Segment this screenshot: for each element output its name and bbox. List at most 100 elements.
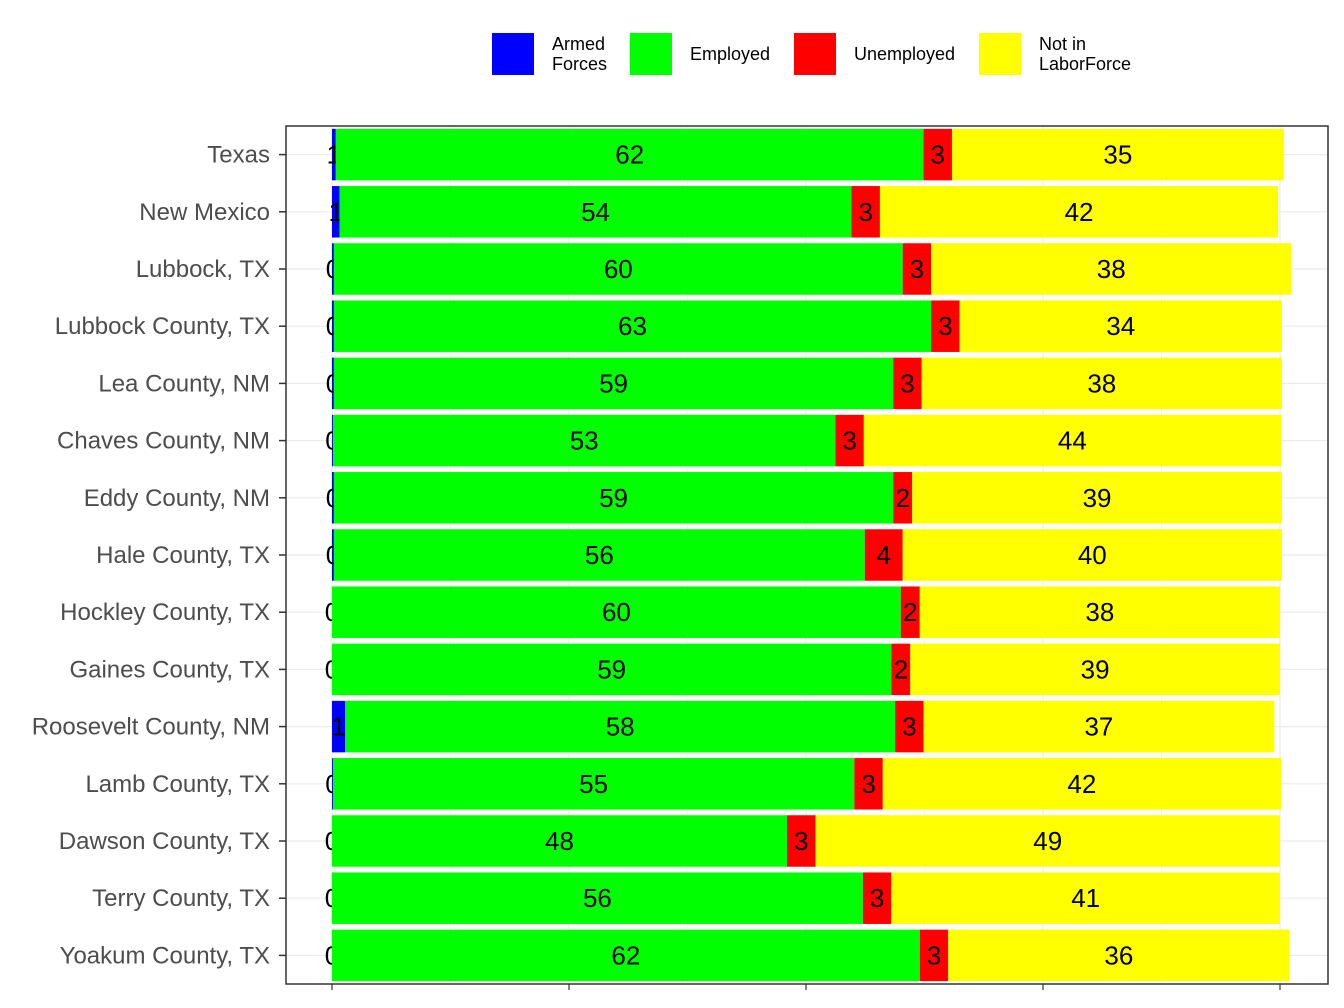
bar-segment-employed (332, 929, 920, 982)
y-tick-label: Eddy County, NM (84, 485, 270, 512)
data-label-not-in-laborforce: 35 (1103, 140, 1132, 170)
data-label-employed: 59 (599, 368, 628, 398)
bar-segment-armed-forces (332, 300, 334, 352)
bar-row-terry-county-tx: 056341 (325, 872, 1280, 924)
data-label-employed: 62 (615, 140, 644, 170)
legend-key (794, 33, 836, 75)
data-label-employed: 63 (618, 311, 647, 341)
data-label-not-in-laborforce: 36 (1104, 940, 1133, 970)
data-label-unemployed: 3 (842, 426, 856, 456)
data-label-unemployed: 3 (861, 769, 875, 799)
bar-segment-employed (333, 472, 894, 524)
bar-segment-not-in-laborforce (879, 186, 1279, 238)
bar-segment-unemployed (787, 815, 816, 867)
y-tick-label: Gaines County, TX (69, 656, 270, 683)
bar-segment-employed (332, 815, 788, 867)
bar-segment-not-in-laborforce (931, 243, 1292, 295)
bar-segment-not-in-laborforce (910, 643, 1280, 696)
bars: 1 62 3 351 54 3 420 60 3 380 63 3 340 59 3 380 53 3 440 59 2… (325, 128, 1292, 982)
bar-segment-not-in-laborforce (951, 128, 1284, 181)
data-label-unemployed: 2 (894, 654, 908, 684)
bar-segment-unemployed (931, 300, 960, 352)
bar-row-eddy-county-nm: 0 59 2 39 (326, 472, 1282, 524)
data-label-not-in-laborforce: 38 (1085, 597, 1114, 627)
bar-segment-unemployed (902, 243, 932, 295)
data-label-unemployed: 3 (858, 197, 872, 227)
bar-segment-armed-forces (332, 472, 334, 524)
bar-segment-unemployed (900, 586, 920, 638)
data-label-unemployed: 3 (794, 826, 808, 856)
bar-segment-armed-forces (332, 529, 334, 581)
data-label-not-in-laborforce: 40 (1078, 540, 1107, 570)
bar-row-chaves-county-nm: 0 53 3 44 (325, 414, 1281, 467)
data-label-employed: 55 (579, 769, 608, 799)
data-label-not-in-laborforce: 49 (1033, 826, 1062, 856)
bar-segment-employed (333, 243, 903, 295)
legend-label: Employed (690, 44, 770, 64)
data-label-employed: 58 (606, 712, 635, 742)
bar-segment-not-in-laborforce (815, 815, 1280, 867)
bar-segment-unemployed (893, 472, 913, 524)
data-label-employed: 60 (602, 597, 631, 627)
y-tick-label: Terry County, TX (92, 885, 270, 912)
bar-segment-unemployed (891, 643, 911, 696)
data-label-employed: 54 (581, 197, 610, 227)
data-label-not-in-laborforce: 38 (1097, 254, 1126, 284)
bar-segment-employed (335, 128, 924, 181)
bar-segment-not-in-laborforce (948, 929, 1290, 982)
data-label-employed: 56 (585, 540, 614, 570)
data-label-unemployed: 3 (931, 140, 945, 170)
y-tick-label: Lamb County, TX (85, 771, 270, 798)
bar-row-lea-county-nm: 0 59 3 38 (326, 357, 1282, 410)
bar-segment-armed-forces (332, 414, 333, 467)
data-label-unemployed: 2 (903, 597, 917, 627)
data-label-unemployed: 3 (900, 368, 914, 398)
data-label-unemployed: 3 (927, 940, 941, 970)
bar-segment-employed (332, 758, 855, 810)
bar-segment-employed (332, 414, 836, 467)
data-label-employed: 56 (583, 883, 612, 913)
bar-segment-employed (345, 700, 896, 753)
bar-segment-unemployed (864, 529, 903, 581)
legend-label: Armed Forces (552, 34, 607, 74)
data-label-not-in-laborforce: 37 (1084, 712, 1113, 742)
bar-segment-not-in-laborforce (863, 414, 1281, 467)
bar-segment-armed-forces (332, 357, 334, 410)
y-tick-label: Hale County, TX (96, 542, 270, 569)
data-label-employed: 59 (597, 654, 626, 684)
legend: Armed Forces Employed Unemployed Not in Labor… (492, 33, 1131, 75)
data-label-employed: 53 (570, 426, 599, 456)
bar-segment-armed-forces (332, 758, 333, 810)
bar-row-yoakum-county-tx: 062336 (325, 929, 1290, 982)
bar-segment-employed (332, 643, 892, 696)
bar-segment-employed (333, 357, 894, 410)
data-label-employed: 60 (604, 254, 633, 284)
legend-item-employed: Employed (630, 33, 770, 75)
data-label-employed: 62 (611, 940, 640, 970)
bar-segment-not-in-laborforce (921, 357, 1282, 410)
bar-row-texas: 1 62 3 35 (327, 128, 1284, 181)
y-tick-label: Yoakum County, TX (60, 942, 270, 969)
data-label-employed: 48 (545, 826, 574, 856)
bar-row-dawson-county-tx: 048349 (325, 815, 1280, 867)
data-label-employed: 59 (599, 483, 628, 513)
bar-segment-unemployed (835, 414, 864, 467)
bar-row-new-mexico: 1 54 3 42 (329, 186, 1279, 238)
bar-segment-armed-forces (332, 186, 340, 238)
y-tick-label: Lea County, NM (98, 370, 270, 397)
data-label-unemployed: 3 (938, 311, 952, 341)
data-label-armed-forces: 1 (329, 197, 343, 227)
bar-segment-employed (333, 300, 932, 352)
legend-key (979, 33, 1021, 75)
legend-label: Unemployed (854, 44, 955, 64)
y-tick-label: Lubbock County, TX (55, 313, 270, 340)
data-label-armed-forces: 1 (331, 712, 345, 742)
data-label-not-in-laborforce: 34 (1106, 311, 1135, 341)
data-label-unemployed: 3 (902, 712, 916, 742)
data-label-unemployed: 3 (870, 883, 884, 913)
data-label-unemployed: 3 (910, 254, 924, 284)
bar-row-lubbock-county-tx: 0 63 3 34 (326, 300, 1282, 352)
